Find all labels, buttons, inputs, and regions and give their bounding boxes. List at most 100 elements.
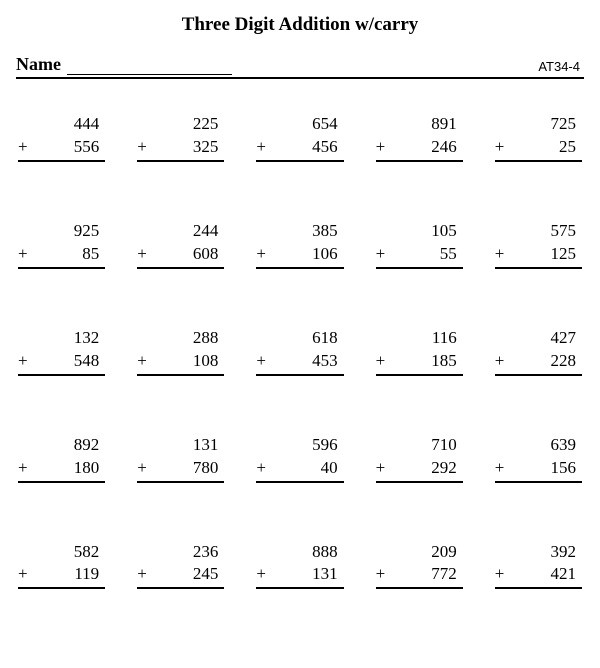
addend-bottom-row: +292 [376, 457, 463, 480]
addend-top: 209 [390, 541, 463, 564]
problem-rule [137, 374, 224, 376]
addend-top-row: 105 [376, 220, 463, 243]
problem: 105+55 [376, 220, 463, 269]
problem-rule [256, 587, 343, 589]
addend-top: 244 [151, 220, 224, 243]
plus-sign: + [18, 457, 32, 480]
addend-bottom: 85 [32, 243, 105, 266]
addend-top: 392 [509, 541, 582, 564]
addend-top: 892 [32, 434, 105, 457]
plus-sign: + [137, 350, 151, 373]
problem-rule [256, 160, 343, 162]
addend-bottom: 106 [270, 243, 343, 266]
plus-sign: + [18, 243, 32, 266]
addend-bottom-row: +772 [376, 563, 463, 586]
problem-rule [137, 267, 224, 269]
problem-rule [376, 481, 463, 483]
addend-top: 236 [151, 541, 224, 564]
problem: 891+246 [376, 113, 463, 162]
addend-bottom-row: +85 [18, 243, 105, 266]
problem: 209+772 [376, 541, 463, 590]
plus-sign: + [256, 457, 270, 480]
addend-bottom: 548 [32, 350, 105, 373]
name-input-line[interactable] [67, 61, 232, 75]
addend-bottom-row: +421 [495, 563, 582, 586]
problem: 710+292 [376, 434, 463, 483]
addend-bottom: 556 [32, 136, 105, 159]
problem: 582+119 [18, 541, 105, 590]
addend-bottom-row: +40 [256, 457, 343, 480]
plus-sign: + [18, 350, 32, 373]
plus-sign: + [376, 457, 390, 480]
addend-bottom-row: +453 [256, 350, 343, 373]
plus-sign: + [256, 136, 270, 159]
addend-top-row: 444 [18, 113, 105, 136]
addend-bottom: 40 [270, 457, 343, 480]
addend-bottom-row: +108 [137, 350, 224, 373]
problem-rule [18, 481, 105, 483]
addend-bottom: 55 [390, 243, 463, 266]
problem-rule [376, 587, 463, 589]
addend-bottom: 246 [390, 136, 463, 159]
problem: 596+40 [256, 434, 343, 483]
problem-rule [495, 587, 582, 589]
addend-top-row: 596 [256, 434, 343, 457]
addend-bottom: 180 [32, 457, 105, 480]
plus-sign: + [495, 457, 509, 480]
problem: 131+780 [137, 434, 224, 483]
addend-bottom: 421 [509, 563, 582, 586]
plus-sign: + [18, 563, 32, 586]
addend-bottom-row: +780 [137, 457, 224, 480]
problem-rule [495, 267, 582, 269]
addend-bottom-row: +325 [137, 136, 224, 159]
problem-rule [495, 160, 582, 162]
problem: 244+608 [137, 220, 224, 269]
plus-sign: + [495, 136, 509, 159]
addend-top: 427 [509, 327, 582, 350]
addend-top: 888 [270, 541, 343, 564]
addend-top-row: 116 [376, 327, 463, 350]
plus-sign: + [256, 243, 270, 266]
addend-bottom: 125 [509, 243, 582, 266]
plus-sign: + [376, 563, 390, 586]
problem: 892+180 [18, 434, 105, 483]
addend-bottom: 131 [270, 563, 343, 586]
addend-bottom: 453 [270, 350, 343, 373]
addend-top: 710 [390, 434, 463, 457]
addend-top-row: 639 [495, 434, 582, 457]
header-row: Name AT34-4 [16, 54, 584, 79]
addend-top-row: 888 [256, 541, 343, 564]
addend-top: 132 [32, 327, 105, 350]
plus-sign: + [137, 457, 151, 480]
problem: 427+228 [495, 327, 582, 376]
problem-rule [137, 481, 224, 483]
page-title: Three Digit Addition w/carry [16, 14, 584, 36]
addend-top-row: 575 [495, 220, 582, 243]
plus-sign: + [137, 136, 151, 159]
addend-bottom-row: +556 [18, 136, 105, 159]
addend-bottom: 292 [390, 457, 463, 480]
name-label: Name [16, 54, 61, 75]
addend-bottom: 185 [390, 350, 463, 373]
addend-top: 725 [509, 113, 582, 136]
addend-top: 444 [32, 113, 105, 136]
addend-bottom-row: +180 [18, 457, 105, 480]
plus-sign: + [256, 563, 270, 586]
problem: 618+453 [256, 327, 343, 376]
problem-rule [376, 267, 463, 269]
problem: 236+245 [137, 541, 224, 590]
sheet-id: AT34-4 [538, 59, 584, 75]
addend-bottom-row: +125 [495, 243, 582, 266]
addend-bottom: 108 [151, 350, 224, 373]
addend-top-row: 891 [376, 113, 463, 136]
addend-bottom: 25 [509, 136, 582, 159]
problem: 225+325 [137, 113, 224, 162]
problem-rule [256, 267, 343, 269]
addend-top: 575 [509, 220, 582, 243]
problem-rule [256, 374, 343, 376]
addend-bottom: 608 [151, 243, 224, 266]
addend-top-row: 288 [137, 327, 224, 350]
plus-sign: + [495, 563, 509, 586]
addend-bottom: 119 [32, 563, 105, 586]
problem-rule [256, 481, 343, 483]
